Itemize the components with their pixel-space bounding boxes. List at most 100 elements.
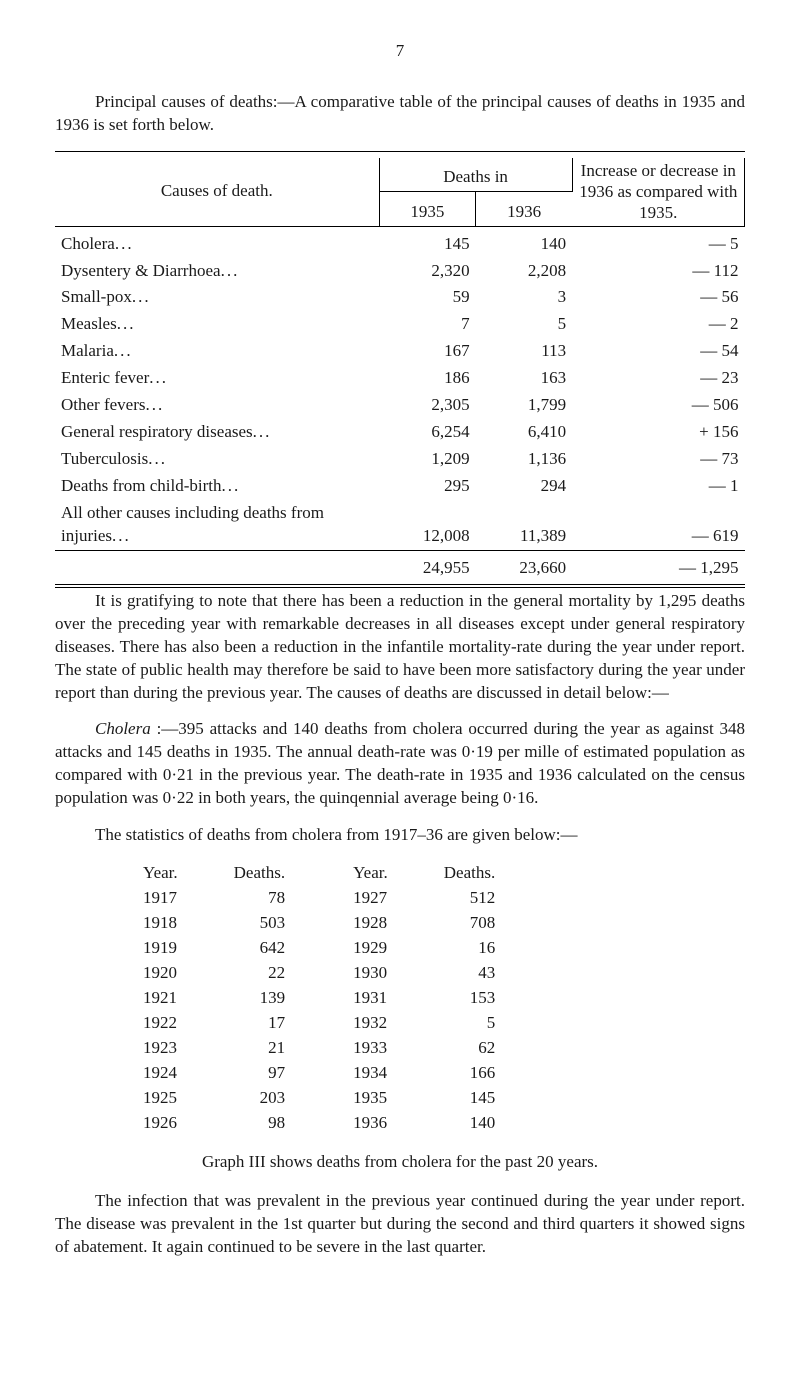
leader-dots bbox=[132, 287, 151, 306]
stats-row: 192022193043 bbox=[115, 961, 535, 986]
table-row: Small-pox 59 3 — 56 bbox=[55, 284, 745, 311]
cause-label: Dysentery & Diarrhoea bbox=[61, 261, 221, 280]
stats-cell: 1917 bbox=[115, 886, 206, 911]
cause-label: Measles bbox=[61, 314, 117, 333]
table-row: Cholera 145 140 — 5 bbox=[55, 231, 745, 258]
intro-text: Principal causes of deaths:—A comparativ… bbox=[55, 92, 745, 134]
cell-diff: — 1 bbox=[572, 473, 744, 500]
cell-y2: 1,799 bbox=[476, 392, 573, 419]
table-row: Other fevers 2,305 1,799 — 506 bbox=[55, 392, 745, 419]
stats-cell: 1935 bbox=[325, 1086, 416, 1111]
stats-header: Year. bbox=[325, 861, 416, 886]
stats-cell: 1924 bbox=[115, 1061, 206, 1086]
cell-y2: 163 bbox=[476, 365, 573, 392]
stats-cell: 17 bbox=[206, 1011, 325, 1036]
stats-row: 19211391931153 bbox=[115, 986, 535, 1011]
stats-cell: 503 bbox=[206, 911, 325, 936]
cause-label: All other causes including deaths from i… bbox=[61, 503, 324, 545]
stats-cell: 139 bbox=[206, 986, 325, 1011]
intro-paragraph: Principal causes of deaths:—A comparativ… bbox=[55, 91, 745, 137]
stats-row: 19252031935145 bbox=[115, 1086, 535, 1111]
stats-header: Deaths. bbox=[206, 861, 325, 886]
stats-cell: 1925 bbox=[115, 1086, 206, 1111]
cell-y1: 59 bbox=[379, 284, 476, 311]
table-bottom-rule-1 bbox=[55, 584, 745, 585]
stats-row: 19221719325 bbox=[115, 1011, 535, 1036]
stats-header: Deaths. bbox=[416, 861, 535, 886]
stats-cell: 642 bbox=[206, 936, 325, 961]
header-causes: Causes of death. bbox=[55, 158, 379, 226]
cell-y2: 2,208 bbox=[476, 258, 573, 285]
cell-y2: 294 bbox=[476, 473, 573, 500]
cell-diff: — 619 bbox=[572, 500, 744, 550]
stats-cell: 140 bbox=[416, 1111, 535, 1136]
stats-cell: 1931 bbox=[325, 986, 416, 1011]
cell-y1: 167 bbox=[379, 338, 476, 365]
stats-cell: 16 bbox=[416, 936, 535, 961]
cell-y1: 2,320 bbox=[379, 258, 476, 285]
header-increase-decrease: Increase or decrease in 1936 as compared… bbox=[572, 158, 744, 226]
stats-row: 1926981936140 bbox=[115, 1111, 535, 1136]
leader-dots bbox=[222, 476, 241, 495]
cause-label: General respiratory diseases bbox=[61, 422, 253, 441]
stats-cell: 1929 bbox=[325, 936, 416, 961]
gratifying-paragraph: It is gratifying to note that there has … bbox=[55, 590, 745, 705]
cause-label: Deaths from child-birth bbox=[61, 476, 222, 495]
stats-cell: 512 bbox=[416, 886, 535, 911]
cell-y1: 295 bbox=[379, 473, 476, 500]
leader-dots bbox=[149, 368, 168, 387]
graph-caption: Graph III shows deaths from cholera for … bbox=[55, 1151, 745, 1174]
cell-diff: — 112 bbox=[572, 258, 744, 285]
stats-cell: 1934 bbox=[325, 1061, 416, 1086]
stats-cell: 22 bbox=[206, 961, 325, 986]
table-row: Tuberculosis 1,209 1,136 — 73 bbox=[55, 446, 745, 473]
stats-row: 19185031928708 bbox=[115, 911, 535, 936]
cell-y1: 186 bbox=[379, 365, 476, 392]
cholera-stats-table: Year. Deaths. Year. Deaths. 191778192751… bbox=[115, 861, 535, 1135]
stats-cell: 1922 bbox=[115, 1011, 206, 1036]
cell-y2: 6,410 bbox=[476, 419, 573, 446]
stats-cell: 1932 bbox=[325, 1011, 416, 1036]
leader-dots bbox=[114, 341, 133, 360]
cell-diff: — 5 bbox=[572, 231, 744, 258]
table-top-rule bbox=[55, 151, 745, 152]
leader-dots bbox=[148, 449, 167, 468]
table-bottom-rule-2 bbox=[55, 587, 745, 588]
cholera-italic: Cholera bbox=[95, 719, 151, 738]
stats-row: 1919642192916 bbox=[115, 936, 535, 961]
cell-y1: 7 bbox=[379, 311, 476, 338]
cell-y2: 113 bbox=[476, 338, 573, 365]
total-y2: 23,660 bbox=[476, 555, 573, 582]
cause-label: Cholera bbox=[61, 234, 115, 253]
cell-diff: + 156 bbox=[572, 419, 744, 446]
stats-cell: 43 bbox=[416, 961, 535, 986]
stats-cell: 203 bbox=[206, 1086, 325, 1111]
stats-cell: 1926 bbox=[115, 1111, 206, 1136]
stats-header: Year. bbox=[115, 861, 206, 886]
cell-y2: 140 bbox=[476, 231, 573, 258]
cause-label: Malaria bbox=[61, 341, 114, 360]
total-y1: 24,955 bbox=[379, 555, 476, 582]
stats-row: 1924971934166 bbox=[115, 1061, 535, 1086]
header-year-1935: 1935 bbox=[379, 192, 476, 226]
stats-cell: 1928 bbox=[325, 911, 416, 936]
cholera-text: :—395 attacks and 140 deaths from choler… bbox=[55, 719, 745, 807]
table-row: Deaths from child-birth 295 294 — 1 bbox=[55, 473, 745, 500]
stats-cell: 21 bbox=[206, 1036, 325, 1061]
stats-cell: 1919 bbox=[115, 936, 206, 961]
stats-cell: 1927 bbox=[325, 886, 416, 911]
cell-diff: — 506 bbox=[572, 392, 744, 419]
cell-y1: 145 bbox=[379, 231, 476, 258]
causes-table: Causes of death. Deaths in Increase or d… bbox=[55, 158, 745, 582]
leader-dots bbox=[221, 261, 240, 280]
cell-diff: — 56 bbox=[572, 284, 744, 311]
cell-y2: 3 bbox=[476, 284, 573, 311]
leader-dots bbox=[253, 422, 272, 441]
cell-diff: — 23 bbox=[572, 365, 744, 392]
infection-paragraph: The infection that was prevalent in the … bbox=[55, 1190, 745, 1259]
table-row: Dysentery & Diarrhoea 2,320 2,208 — 112 bbox=[55, 258, 745, 285]
cell-y1: 6,254 bbox=[379, 419, 476, 446]
stats-cell: 1933 bbox=[325, 1036, 416, 1061]
stats-header-row: Year. Deaths. Year. Deaths. bbox=[115, 861, 535, 886]
stats-cell: 78 bbox=[206, 886, 325, 911]
